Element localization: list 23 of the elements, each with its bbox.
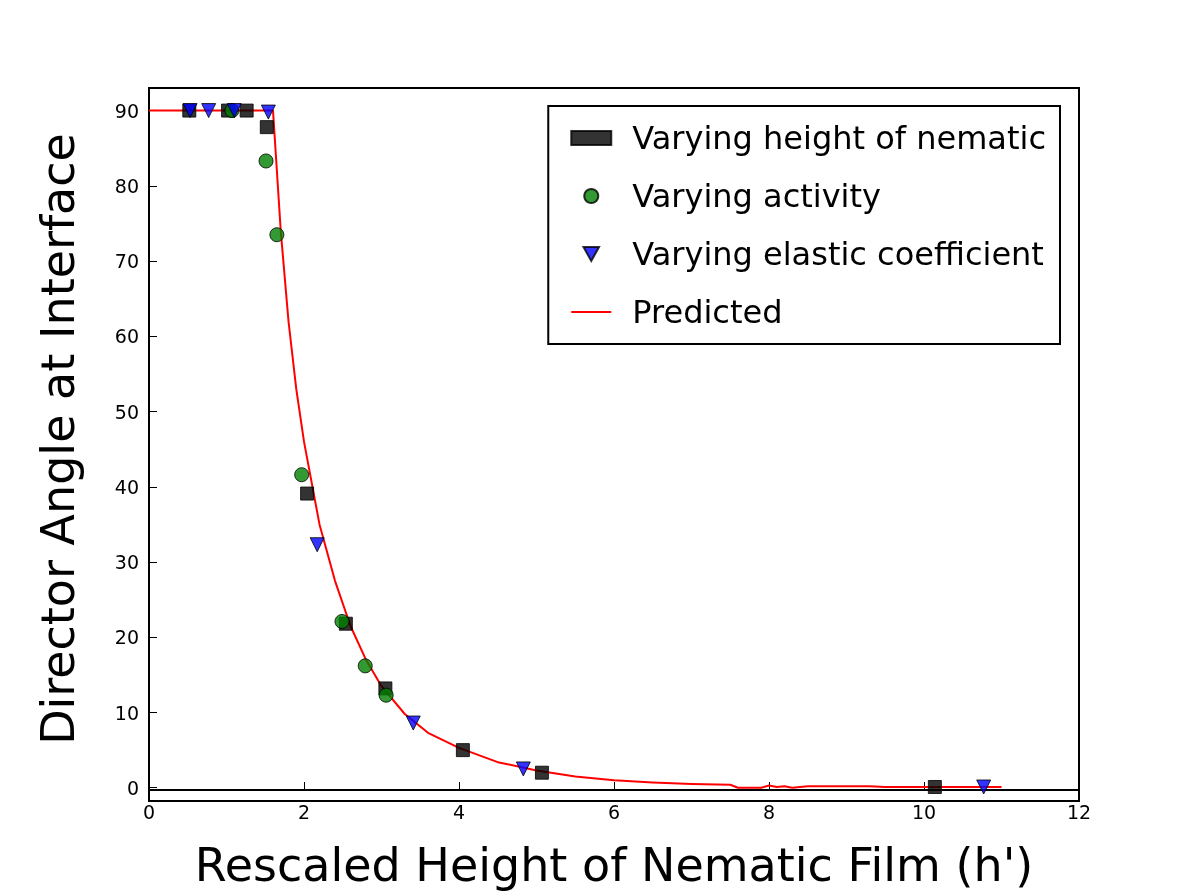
y-tick-label: 30 xyxy=(114,551,139,574)
x-tick-label: 0 xyxy=(142,800,156,823)
y-tick-label: 80 xyxy=(114,174,139,197)
legend-label: Varying activity xyxy=(632,177,881,215)
y-tick-label: 60 xyxy=(114,325,139,348)
y-tick-label: 40 xyxy=(114,475,139,498)
legend-label: Varying elastic coefficient xyxy=(632,235,1044,273)
y-tick-label: 10 xyxy=(114,701,139,724)
x-tick-label: 4 xyxy=(452,800,466,823)
y-tick-label: 20 xyxy=(114,626,139,649)
x-tick-label: 2 xyxy=(297,800,311,823)
x-tick-label: 12 xyxy=(1066,800,1092,823)
x-tick-label: 8 xyxy=(762,800,776,823)
x-tick-label: 10 xyxy=(911,800,937,823)
x-tick-label: 6 xyxy=(607,800,621,823)
y-tick-label: 90 xyxy=(114,99,139,122)
legend-label: Predicted xyxy=(632,293,783,331)
y-tick-label: 70 xyxy=(114,250,139,273)
y-tick-label: 50 xyxy=(114,400,139,423)
y-tick-label: 0 xyxy=(126,776,139,799)
y-axis-title: Director Angle at Interface xyxy=(31,133,85,745)
x-axis-title: Rescaled Height of Nematic Film (h') xyxy=(194,838,1034,892)
legend-label: Varying height of nematic xyxy=(632,119,1046,157)
